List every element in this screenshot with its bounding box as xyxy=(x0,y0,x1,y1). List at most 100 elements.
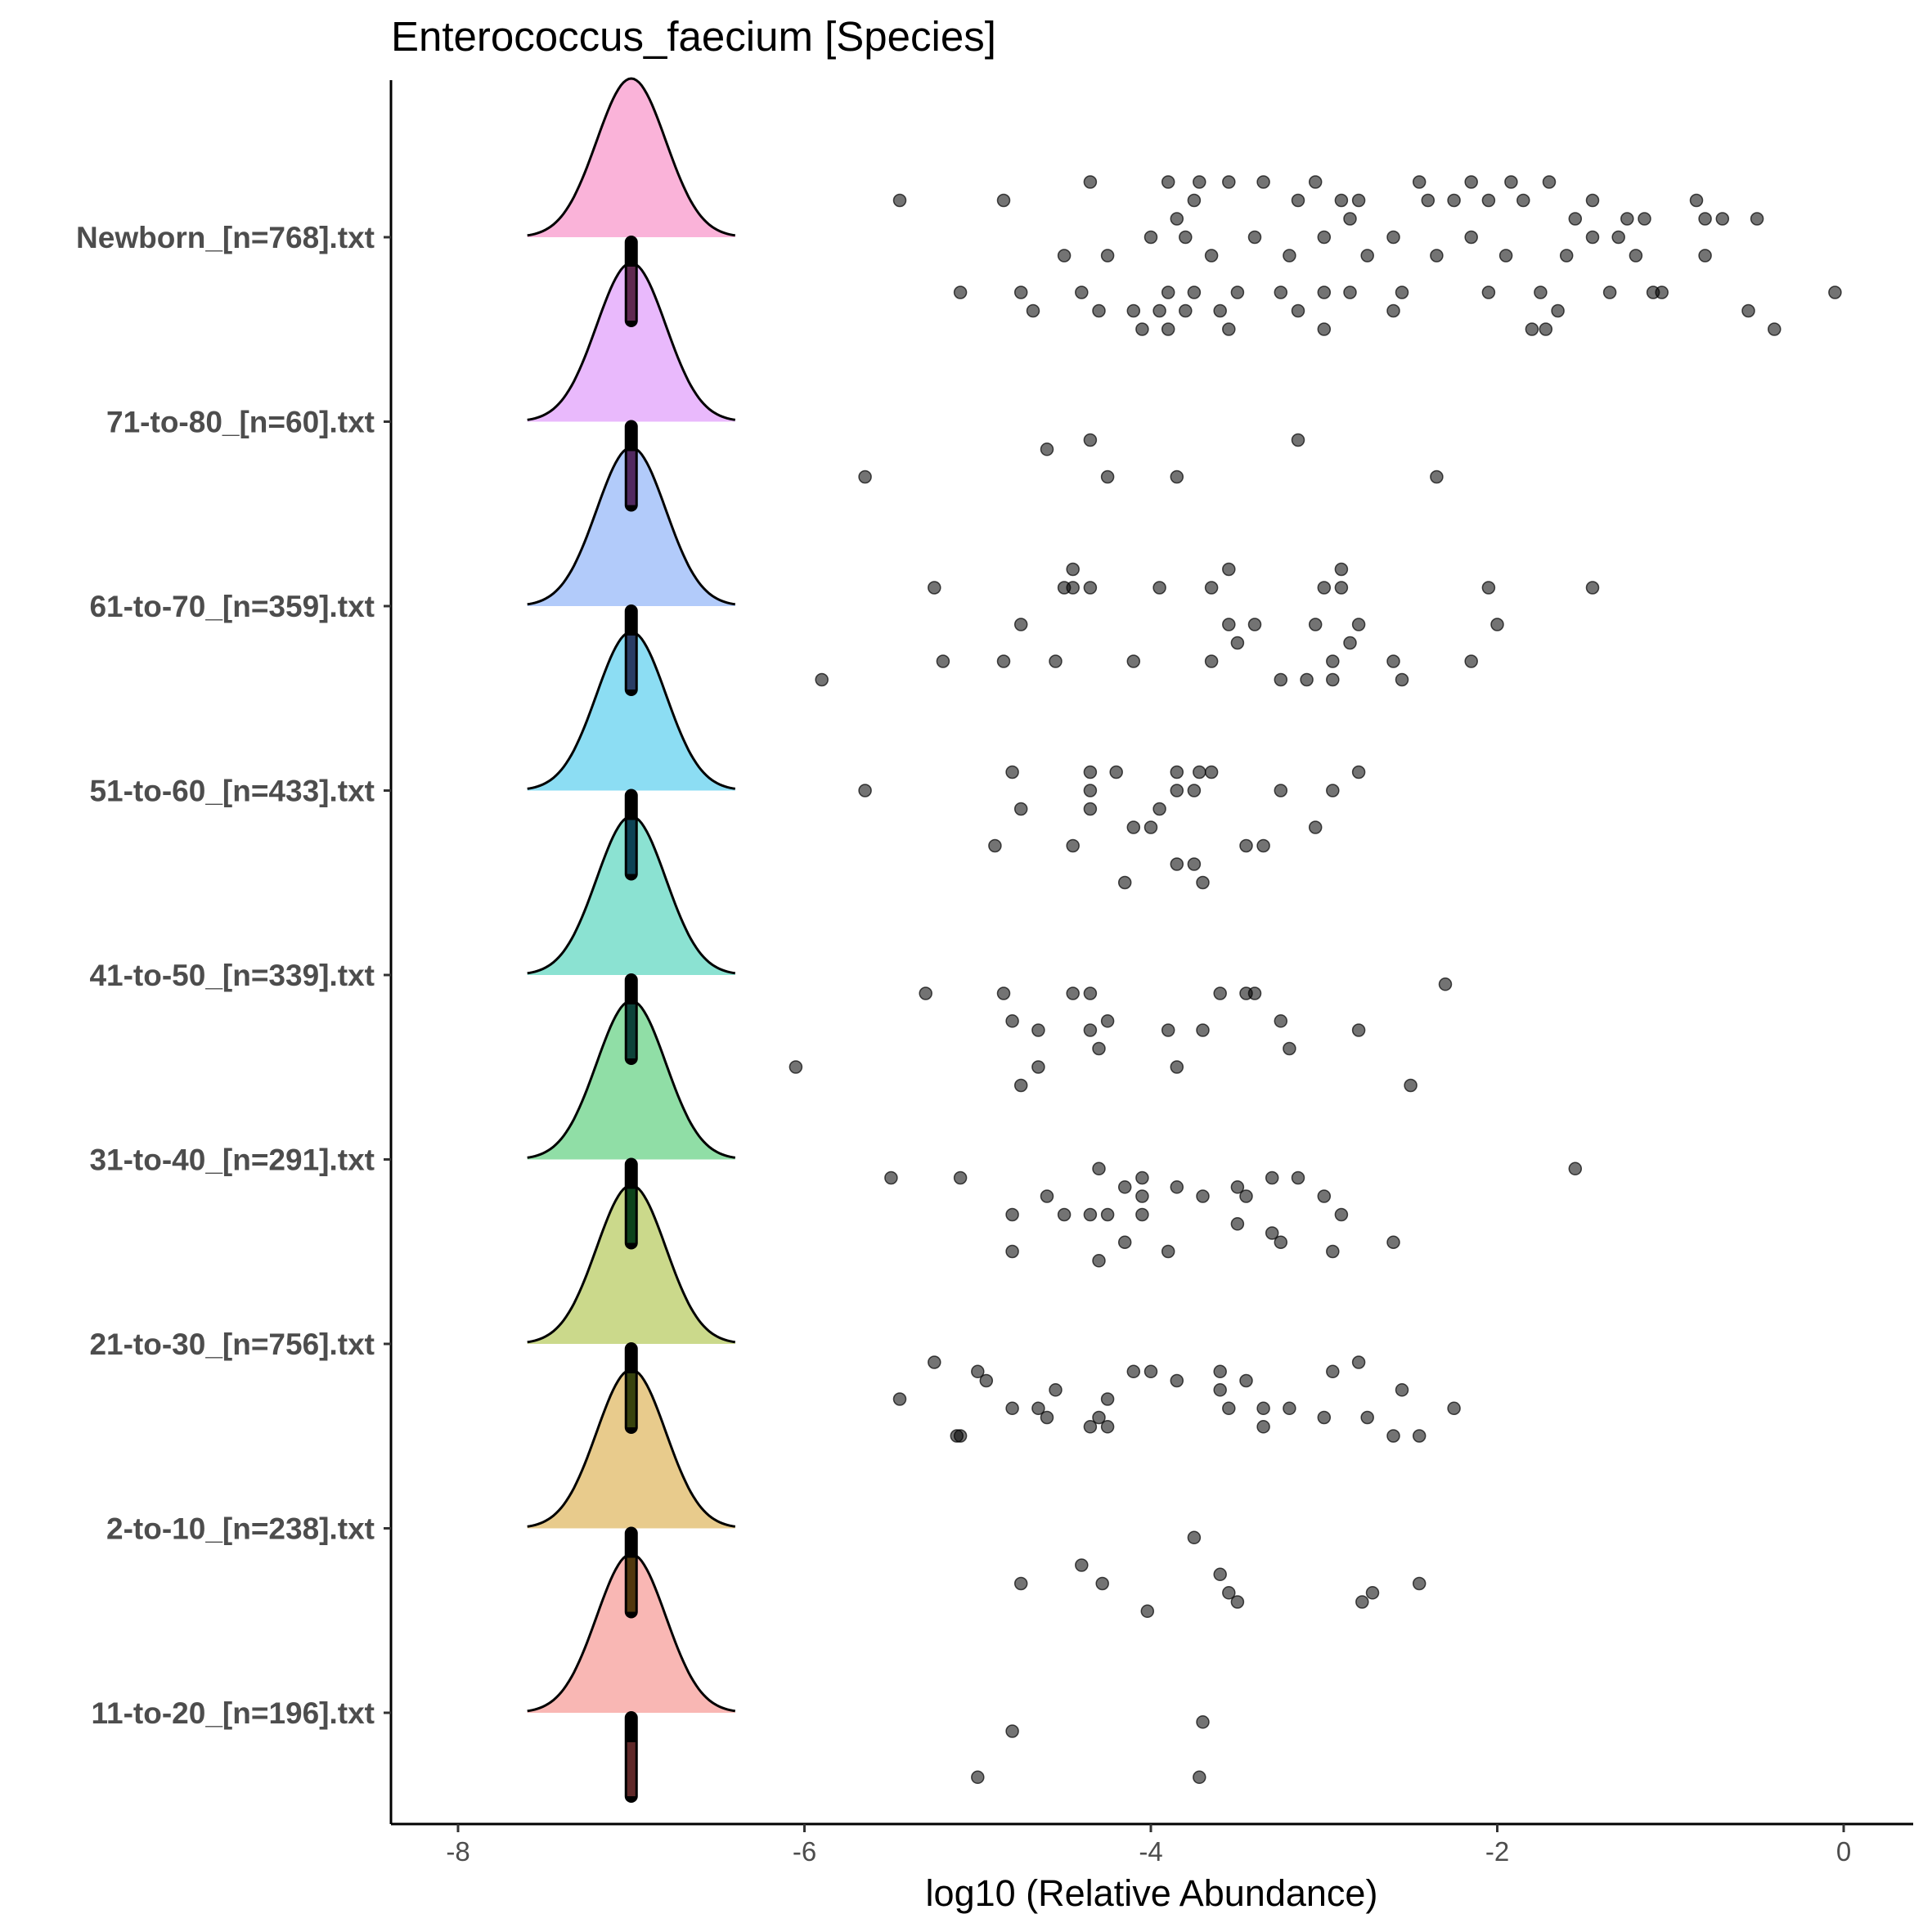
data-point xyxy=(1204,581,1219,595)
data-point xyxy=(1412,175,1427,189)
data-point xyxy=(1031,1401,1045,1416)
data-point xyxy=(1768,322,1781,336)
data-point xyxy=(1334,562,1349,577)
ridge-fill xyxy=(527,447,735,606)
x-tick-label: -6 xyxy=(793,1836,816,1867)
data-point xyxy=(1179,230,1193,245)
data-point xyxy=(1256,175,1270,189)
data-point xyxy=(1421,193,1436,208)
data-point xyxy=(988,838,1002,853)
data-point xyxy=(1152,802,1166,816)
data-point xyxy=(1213,1364,1227,1379)
data-point xyxy=(1317,1410,1332,1425)
data-point xyxy=(1126,820,1141,834)
data-point xyxy=(1040,1410,1054,1425)
data-point xyxy=(1057,1207,1072,1222)
data-point xyxy=(884,1170,898,1185)
data-point xyxy=(1100,1207,1115,1222)
data-point xyxy=(1040,1189,1054,1203)
data-point xyxy=(1438,977,1453,991)
x-tick-label: 0 xyxy=(1836,1836,1851,1867)
data-point xyxy=(971,1364,985,1379)
data-point xyxy=(1179,303,1193,318)
data-point xyxy=(1083,784,1098,798)
data-point xyxy=(1504,175,1518,189)
y-tick-label: 51-to-60_[n=433].txt xyxy=(89,775,375,808)
data-point xyxy=(1620,212,1634,226)
data-point xyxy=(1265,1170,1279,1185)
data-point xyxy=(1239,1189,1253,1203)
data-point xyxy=(1230,636,1245,650)
data-point xyxy=(1386,1235,1400,1250)
data-point xyxy=(1317,581,1332,595)
data-point xyxy=(1326,654,1340,668)
data-point xyxy=(1689,193,1704,208)
data-point xyxy=(1247,230,1262,245)
data-point xyxy=(979,1373,994,1388)
data-point xyxy=(1430,249,1444,263)
data-point xyxy=(1135,322,1149,336)
data-point xyxy=(1326,1364,1340,1379)
data-point xyxy=(1170,765,1184,780)
data-point xyxy=(1568,212,1583,226)
data-point xyxy=(1213,303,1227,318)
data-point xyxy=(1092,1410,1106,1425)
data-point xyxy=(892,1392,907,1406)
data-point xyxy=(1274,672,1288,687)
data-point xyxy=(1196,1715,1210,1729)
x-tick-label: -8 xyxy=(446,1836,470,1867)
data-point xyxy=(1135,1170,1149,1185)
data-point xyxy=(1430,470,1444,484)
data-point xyxy=(1170,212,1184,226)
data-point xyxy=(1117,1235,1132,1250)
ridge-fill xyxy=(527,1554,735,1713)
data-point xyxy=(1386,654,1400,668)
data-point xyxy=(1539,322,1553,336)
data-point xyxy=(1117,1180,1132,1194)
data-point xyxy=(1351,193,1366,208)
data-point xyxy=(1274,784,1288,798)
ridge-fill xyxy=(527,263,735,422)
data-point xyxy=(1360,1410,1374,1425)
data-point xyxy=(1092,1161,1106,1176)
data-point xyxy=(1100,249,1115,263)
data-point xyxy=(1516,193,1530,208)
data-point xyxy=(996,193,1011,208)
y-tick-label: 61-to-70_[n=359].txt xyxy=(89,590,375,623)
data-point xyxy=(1152,303,1166,318)
data-point xyxy=(1170,857,1184,871)
data-point xyxy=(1534,285,1548,299)
data-point xyxy=(996,986,1011,1000)
y-tick-label: 31-to-40_[n=291].txt xyxy=(89,1143,375,1177)
data-point xyxy=(1013,1576,1028,1591)
data-point xyxy=(1100,1420,1115,1434)
data-point xyxy=(1100,1392,1115,1406)
data-point xyxy=(1170,784,1184,798)
data-point xyxy=(1013,802,1028,816)
data-point xyxy=(858,784,872,798)
data-point xyxy=(892,193,907,208)
data-point xyxy=(1291,433,1305,447)
data-point xyxy=(1193,175,1206,189)
data-point xyxy=(1196,1189,1210,1203)
data-point xyxy=(1083,986,1098,1000)
data-point xyxy=(1239,986,1253,1000)
data-point xyxy=(1715,212,1730,226)
data-point xyxy=(1193,765,1206,780)
data-point xyxy=(1031,1023,1045,1037)
data-point xyxy=(1049,654,1063,668)
data-point xyxy=(1196,1023,1210,1037)
data-point xyxy=(953,1170,968,1185)
data-point xyxy=(1161,175,1175,189)
data-point xyxy=(1559,249,1574,263)
data-point xyxy=(1083,765,1098,780)
data-point xyxy=(1283,1041,1296,1056)
data-point xyxy=(1343,285,1357,299)
data-point xyxy=(1222,322,1236,336)
data-point xyxy=(1239,1373,1253,1388)
data-point xyxy=(1092,303,1106,318)
data-point xyxy=(1013,618,1028,631)
x-tick-label: -4 xyxy=(1139,1836,1162,1867)
data-point xyxy=(1481,581,1496,595)
data-point xyxy=(971,1770,985,1785)
